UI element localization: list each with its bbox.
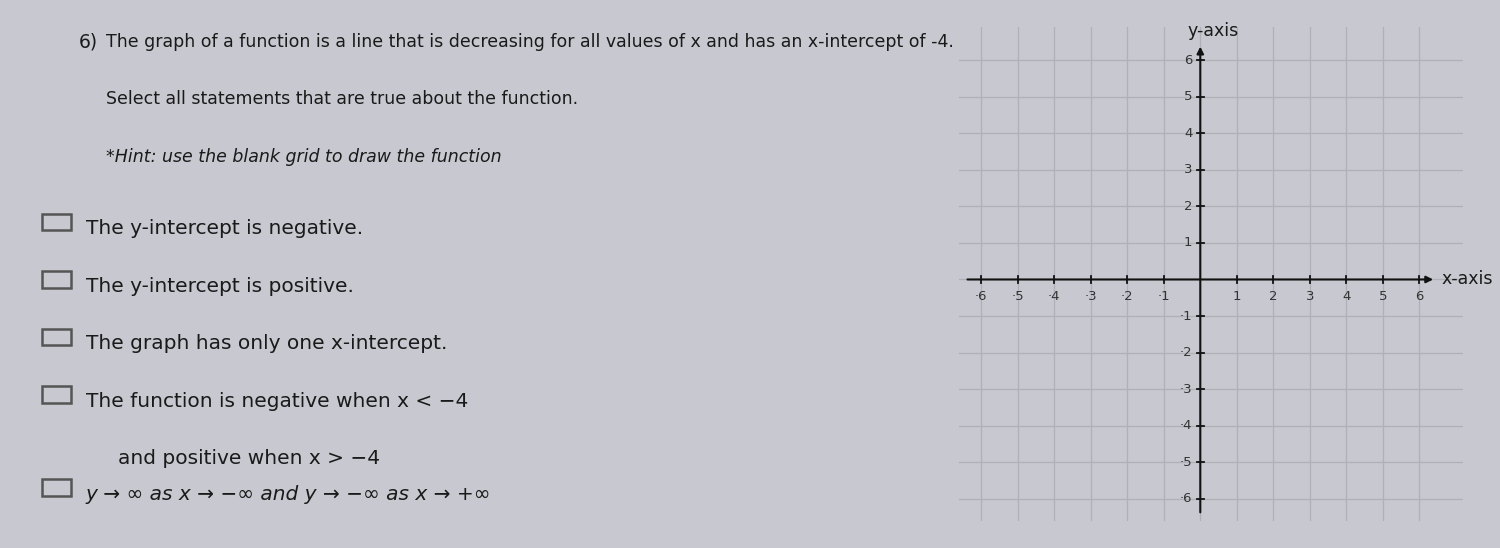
- Text: *Hint: use the blank grid to draw the function: *Hint: use the blank grid to draw the fu…: [106, 148, 501, 166]
- Text: ·4: ·4: [1048, 290, 1060, 302]
- Text: ·5: ·5: [1179, 455, 1192, 469]
- Text: and positive when x > −4: and positive when x > −4: [118, 449, 380, 469]
- Text: ·2: ·2: [1179, 346, 1192, 359]
- Text: ·6: ·6: [1180, 492, 1192, 505]
- Text: ·5: ·5: [1011, 290, 1025, 302]
- Text: The graph has only one x-intercept.: The graph has only one x-intercept.: [86, 334, 447, 353]
- Text: 6: 6: [1184, 54, 1192, 67]
- Text: ·3: ·3: [1179, 383, 1192, 396]
- Text: y → ∞ as x → −∞ and y → −∞ as x → +∞: y → ∞ as x → −∞ and y → −∞ as x → +∞: [86, 485, 492, 504]
- Text: ·1: ·1: [1179, 310, 1192, 323]
- Text: The graph of a function is a line that is decreasing for all values of x and has: The graph of a function is a line that i…: [106, 33, 954, 51]
- Bar: [42, 329, 70, 345]
- Text: y-axis: y-axis: [1188, 22, 1239, 40]
- Text: 4: 4: [1184, 127, 1192, 140]
- Text: ·3: ·3: [1084, 290, 1096, 302]
- Text: 3: 3: [1184, 163, 1192, 176]
- Text: 2: 2: [1184, 200, 1192, 213]
- Text: 6: 6: [1416, 290, 1424, 302]
- Text: 1: 1: [1233, 290, 1240, 302]
- Bar: [42, 386, 70, 403]
- Text: 5: 5: [1378, 290, 1388, 302]
- Text: ·4: ·4: [1180, 419, 1192, 432]
- Text: 4: 4: [1342, 290, 1350, 302]
- Text: 6): 6): [78, 33, 98, 52]
- Text: 1: 1: [1184, 236, 1192, 249]
- Text: ·6: ·6: [975, 290, 987, 302]
- Text: The y-intercept is positive.: The y-intercept is positive.: [86, 277, 354, 296]
- Bar: [42, 214, 70, 230]
- Text: ·1: ·1: [1158, 290, 1170, 302]
- Bar: [42, 271, 70, 288]
- Text: ·2: ·2: [1120, 290, 1134, 302]
- Text: Select all statements that are true about the function.: Select all statements that are true abou…: [106, 90, 578, 109]
- Text: 3: 3: [1305, 290, 1314, 302]
- Text: The function is negative when x < −4: The function is negative when x < −4: [86, 392, 468, 411]
- Text: The y-intercept is negative.: The y-intercept is negative.: [86, 219, 363, 238]
- Bar: [42, 480, 70, 496]
- Text: 2: 2: [1269, 290, 1278, 302]
- Text: x-axis: x-axis: [1442, 271, 1492, 288]
- Text: 5: 5: [1184, 90, 1192, 104]
